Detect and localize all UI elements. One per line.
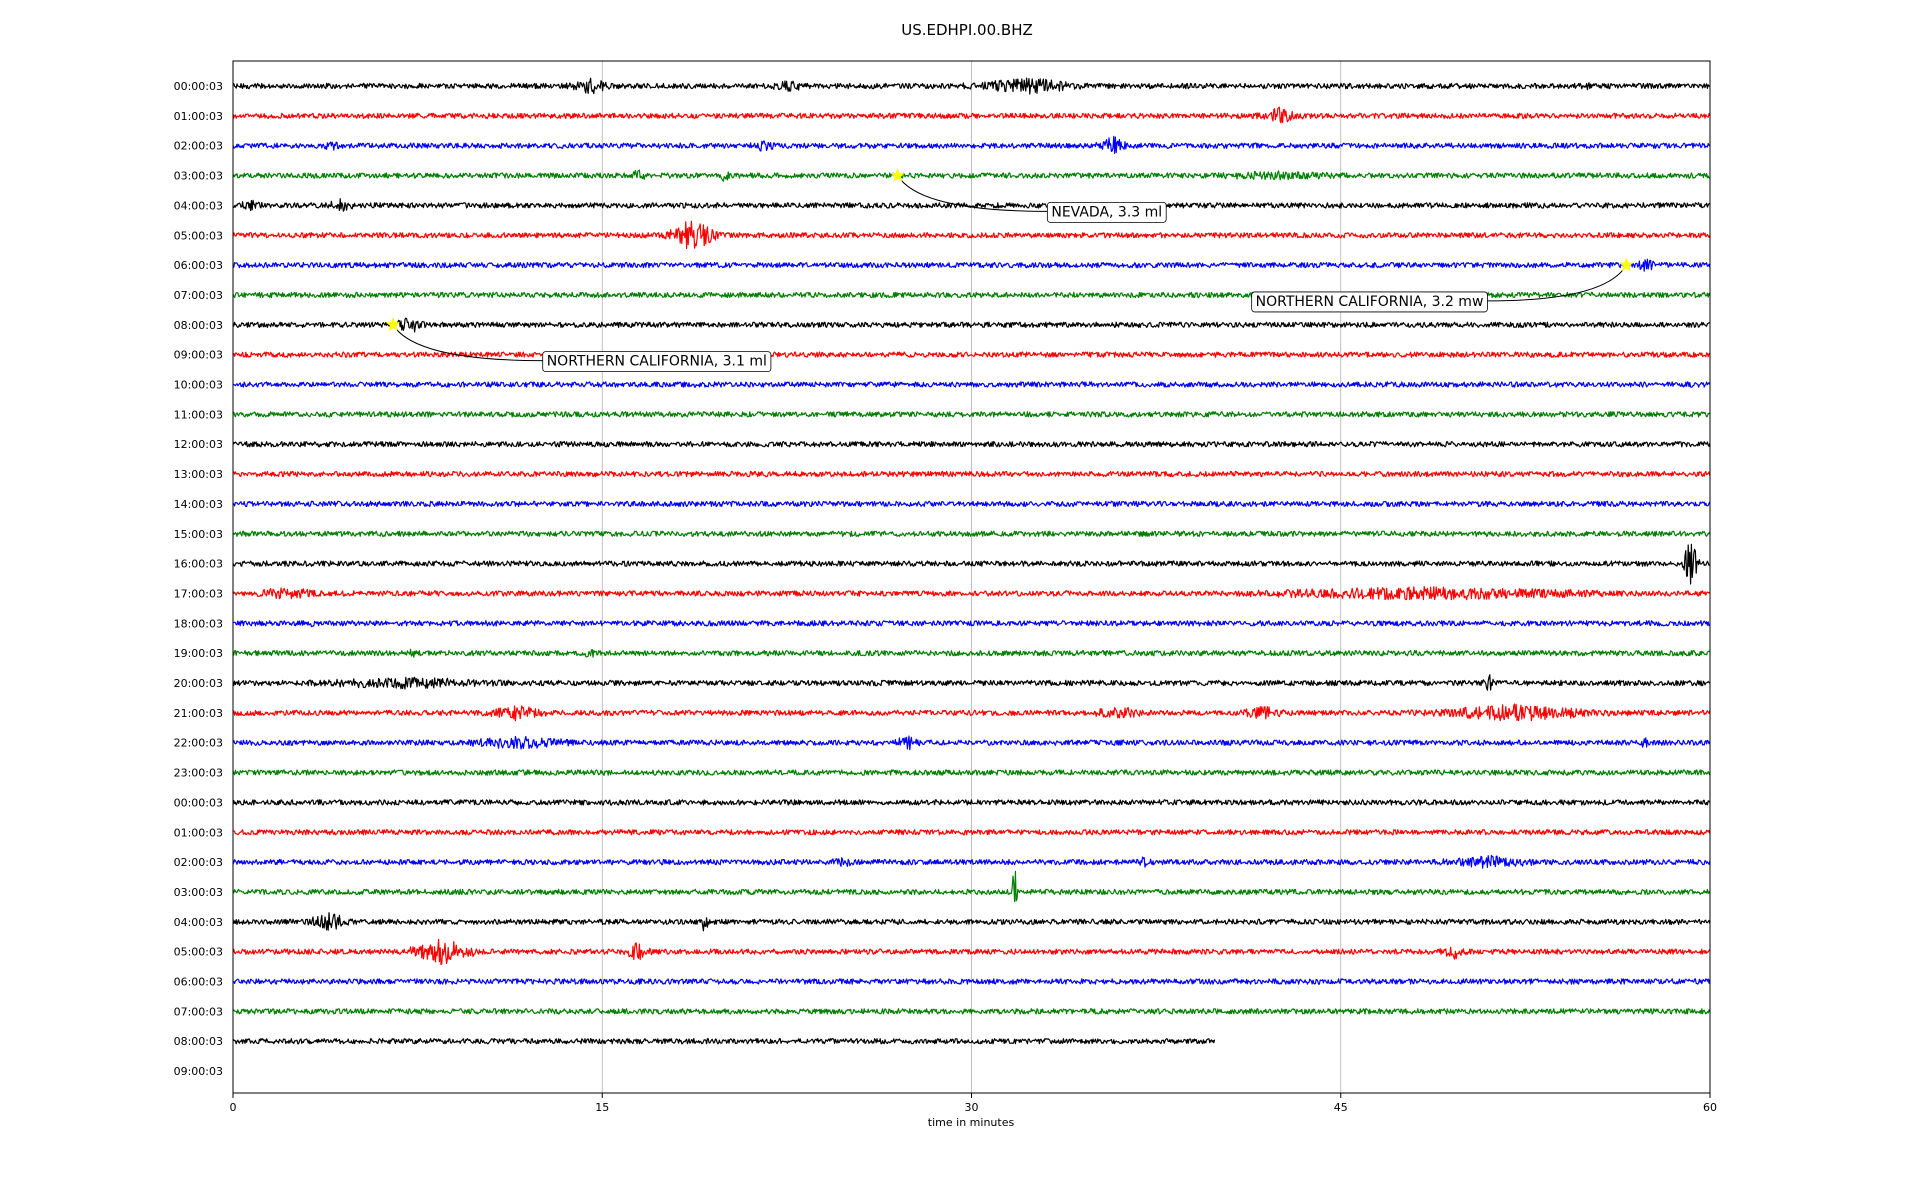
x-tick-label-2: 30 bbox=[965, 1101, 979, 1114]
trace-row-25 bbox=[233, 829, 1711, 836]
chart-title: US.EDHPI.00.BHZ bbox=[901, 21, 1033, 39]
event-star-0 bbox=[890, 167, 905, 182]
row-label-28: 04:00:03 bbox=[174, 916, 223, 929]
row-label-13: 13:00:03 bbox=[174, 468, 223, 481]
event-label-box-1 bbox=[1251, 291, 1488, 313]
row-label-31: 07:00:03 bbox=[174, 1005, 223, 1018]
row-label-5: 05:00:03 bbox=[174, 229, 223, 242]
x-tick-label-3: 45 bbox=[1334, 1101, 1348, 1114]
event-star-2 bbox=[385, 317, 401, 332]
trace-row-22 bbox=[232, 735, 1711, 751]
trace-row-0 bbox=[233, 77, 1710, 95]
event-0: NEVADA, 3.3 ml bbox=[890, 167, 1167, 223]
event-annotations: NEVADA, 3.3 ml NORTHERN CALIFORNIA, 3.2 m… bbox=[385, 167, 1634, 373]
trace-row-16 bbox=[232, 543, 1710, 585]
trace-row-28 bbox=[232, 912, 1711, 932]
trace-row-19 bbox=[232, 648, 1711, 658]
event-label-1: NORTHERN CALIFORNIA, 3.2 mw bbox=[1256, 294, 1484, 310]
row-label-2: 02:00:03 bbox=[174, 140, 223, 153]
row-label-9: 09:00:03 bbox=[174, 349, 223, 362]
row-label-24: 00:00:03 bbox=[174, 796, 223, 809]
row-label-19: 19:00:03 bbox=[174, 647, 223, 660]
seismic-traces bbox=[232, 77, 1711, 1045]
trace-row-21 bbox=[233, 703, 1711, 722]
row-label-6: 06:00:03 bbox=[174, 259, 223, 272]
row-label-23: 23:00:03 bbox=[174, 767, 223, 780]
row-label-10: 10:00:03 bbox=[174, 379, 223, 392]
row-label-29: 05:00:03 bbox=[174, 946, 223, 959]
row-label-27: 03:00:03 bbox=[174, 886, 223, 899]
row-label-3: 03:00:03 bbox=[174, 170, 223, 183]
event-star-1 bbox=[1618, 257, 1634, 272]
row-label-7: 07:00:03 bbox=[174, 289, 223, 302]
event-label-0: NEVADA, 3.3 ml bbox=[1051, 204, 1162, 220]
row-label-17: 17:00:03 bbox=[174, 587, 223, 600]
trace-row-2 bbox=[232, 135, 1711, 154]
row-label-20: 20:00:03 bbox=[174, 677, 223, 690]
row-label-25: 01:00:03 bbox=[174, 826, 223, 839]
trace-row-11 bbox=[232, 411, 1711, 418]
trace-row-26 bbox=[232, 854, 1711, 869]
row-label-11: 11:00:03 bbox=[174, 408, 223, 421]
row-label-14: 14:00:03 bbox=[174, 498, 223, 511]
trace-row-32 bbox=[232, 1038, 1216, 1045]
row-label-15: 15:00:03 bbox=[174, 528, 223, 541]
event-connector-0 bbox=[897, 175, 1048, 212]
event-connector-1 bbox=[1487, 264, 1627, 302]
trace-row-15 bbox=[232, 530, 1711, 537]
trace-row-27 bbox=[232, 870, 1711, 903]
trace-row-20 bbox=[232, 674, 1711, 691]
row-label-32: 08:00:03 bbox=[174, 1035, 223, 1048]
row-label-30: 06:00:03 bbox=[174, 976, 223, 989]
row-label-33: 09:00:03 bbox=[174, 1065, 223, 1078]
x-tick-label-4: 60 bbox=[1703, 1101, 1717, 1114]
row-label-8: 08:00:03 bbox=[174, 319, 223, 332]
event-1: NORTHERN CALIFORNIA, 3.2 mw bbox=[1251, 257, 1634, 313]
event-2: NORTHERN CALIFORNIA, 3.1 ml bbox=[385, 317, 772, 373]
trace-row-10 bbox=[233, 381, 1711, 388]
trace-row-3 bbox=[232, 169, 1711, 182]
trace-row-30 bbox=[232, 978, 1711, 985]
event-connector-2 bbox=[392, 324, 543, 362]
x-tick-label-1: 15 bbox=[595, 1101, 609, 1114]
event-label-2: NORTHERN CALIFORNIA, 3.1 ml bbox=[547, 354, 767, 370]
trace-row-18 bbox=[232, 620, 1711, 628]
x-axis: 0 15 30 45 60 bbox=[230, 1093, 1717, 1114]
trace-row-4 bbox=[232, 198, 1711, 212]
event-label-box-0 bbox=[1046, 201, 1167, 223]
row-label-22: 22:00:03 bbox=[174, 737, 223, 750]
trace-row-13 bbox=[232, 470, 1711, 478]
row-label-21: 21:00:03 bbox=[174, 707, 223, 720]
trace-row-5 bbox=[232, 220, 1711, 250]
row-label-0: 00:00:03 bbox=[174, 80, 223, 93]
row-label-1: 01:00:03 bbox=[174, 110, 223, 123]
grid-lines bbox=[601, 61, 1342, 1093]
trace-row-17 bbox=[232, 586, 1711, 601]
x-tick-label-0: 0 bbox=[230, 1101, 237, 1114]
x-axis-label: time in minutes bbox=[928, 1116, 1015, 1129]
row-labels: 00:00:03 01:00:03 02:00:03 03:00:03 04:00:03… bbox=[174, 80, 223, 1078]
trace-row-14 bbox=[232, 500, 1711, 508]
trace-row-31 bbox=[232, 1008, 1711, 1015]
row-label-26: 02:00:03 bbox=[174, 856, 223, 869]
trace-row-12 bbox=[232, 441, 1711, 448]
trace-row-1 bbox=[232, 106, 1711, 124]
trace-row-9 bbox=[232, 351, 1711, 358]
trace-row-29 bbox=[232, 938, 1711, 966]
row-label-16: 16:00:03 bbox=[174, 558, 223, 571]
event-label-box-2 bbox=[542, 351, 772, 373]
row-label-12: 12:00:03 bbox=[174, 438, 223, 451]
trace-row-8 bbox=[232, 317, 1711, 333]
trace-row-23 bbox=[232, 769, 1711, 776]
row-label-4: 04:00:03 bbox=[174, 199, 223, 212]
trace-row-6 bbox=[232, 258, 1711, 272]
row-label-18: 18:00:03 bbox=[174, 617, 223, 630]
trace-row-24 bbox=[232, 799, 1711, 806]
